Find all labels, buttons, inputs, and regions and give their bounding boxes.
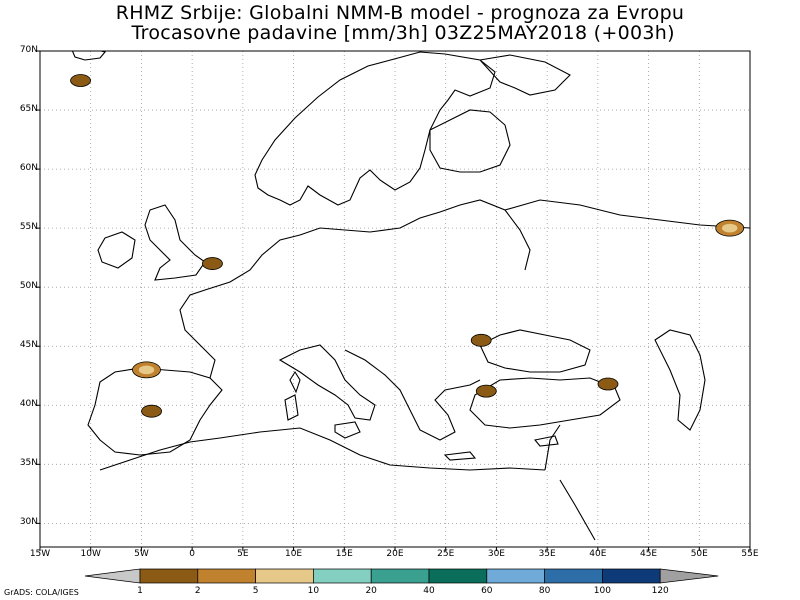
colorbar-label: 10 (307, 586, 320, 596)
lon-label: 10W (80, 549, 101, 559)
axis-ticks (36, 50, 751, 551)
precip-area (141, 404, 162, 418)
colorbar-swatch (602, 568, 661, 584)
colorbar (84, 568, 719, 584)
lat-label: 35N (19, 458, 38, 469)
lon-label: 0 (189, 549, 195, 559)
lat-label: 50N (19, 281, 38, 292)
lon-label: 50E (690, 549, 708, 559)
colorbar-label: 2 (194, 586, 201, 596)
colorbar-swatch (197, 568, 256, 584)
lon-label: 5E (237, 549, 249, 559)
coastlines (71, 51, 750, 541)
colorbar-swatch (428, 568, 488, 584)
precip-area (470, 333, 492, 347)
precip-core (722, 223, 738, 233)
colorbar-swatch (370, 568, 430, 584)
lon-label: 5W (134, 549, 149, 559)
colorbar-swatch (486, 568, 545, 584)
lon-label: 15W (29, 549, 51, 559)
colorbar-label: 120 (651, 586, 669, 596)
lat-label: 40N (19, 399, 38, 410)
precip-areas (70, 74, 745, 418)
lon-label: 40E (589, 549, 607, 559)
lat-label: 60N (19, 163, 38, 174)
lat-label: 45N (19, 340, 38, 351)
lon-label: 10E (284, 549, 303, 559)
colorbar-swatch (313, 568, 372, 584)
lon-label: 45E (639, 549, 658, 559)
colorbar-swatch (255, 568, 314, 584)
colorbar-swatch (139, 568, 199, 584)
lat-label: 30N (19, 517, 38, 528)
map-title-line2: Trocasovne padavine [mm/3h] 03Z25MAY2018… (125, 22, 675, 44)
colorbar-label: 20 (365, 586, 377, 596)
colorbar-label: 40 (423, 586, 435, 596)
precip-area (597, 377, 619, 391)
lat-label: 70N (19, 45, 38, 55)
lon-label: 35E (538, 549, 556, 559)
colorbar-swatch (544, 568, 603, 584)
colorbar-label: 1 (137, 586, 143, 596)
precip-core (138, 365, 155, 375)
lon-label: 25E (437, 549, 455, 559)
colorbar-extend-low (84, 568, 141, 584)
colorbar-extend-high (659, 568, 719, 584)
precip-area (70, 74, 91, 87)
lon-label: 55E (741, 549, 759, 559)
precip-area (475, 384, 497, 398)
colorbar-label: 60 (481, 586, 493, 596)
colorbar-label: 100 (593, 586, 611, 596)
graticule (39, 50, 751, 547)
credit-text: GrADS: COLA/IGES (4, 588, 79, 597)
map-title-line1: RHMZ Srbije: Globalni NMM-B model - prog… (115, 2, 685, 24)
lat-label: 55N (19, 222, 38, 233)
colorbar-label: 5 (252, 586, 259, 596)
lon-label: 15E (335, 549, 353, 559)
lon-label: 20E (386, 549, 404, 559)
precip-area (202, 257, 223, 270)
colorbar-label: 80 (538, 586, 551, 596)
lat-label: 65N (19, 104, 38, 115)
lon-label: 30E (487, 549, 505, 559)
